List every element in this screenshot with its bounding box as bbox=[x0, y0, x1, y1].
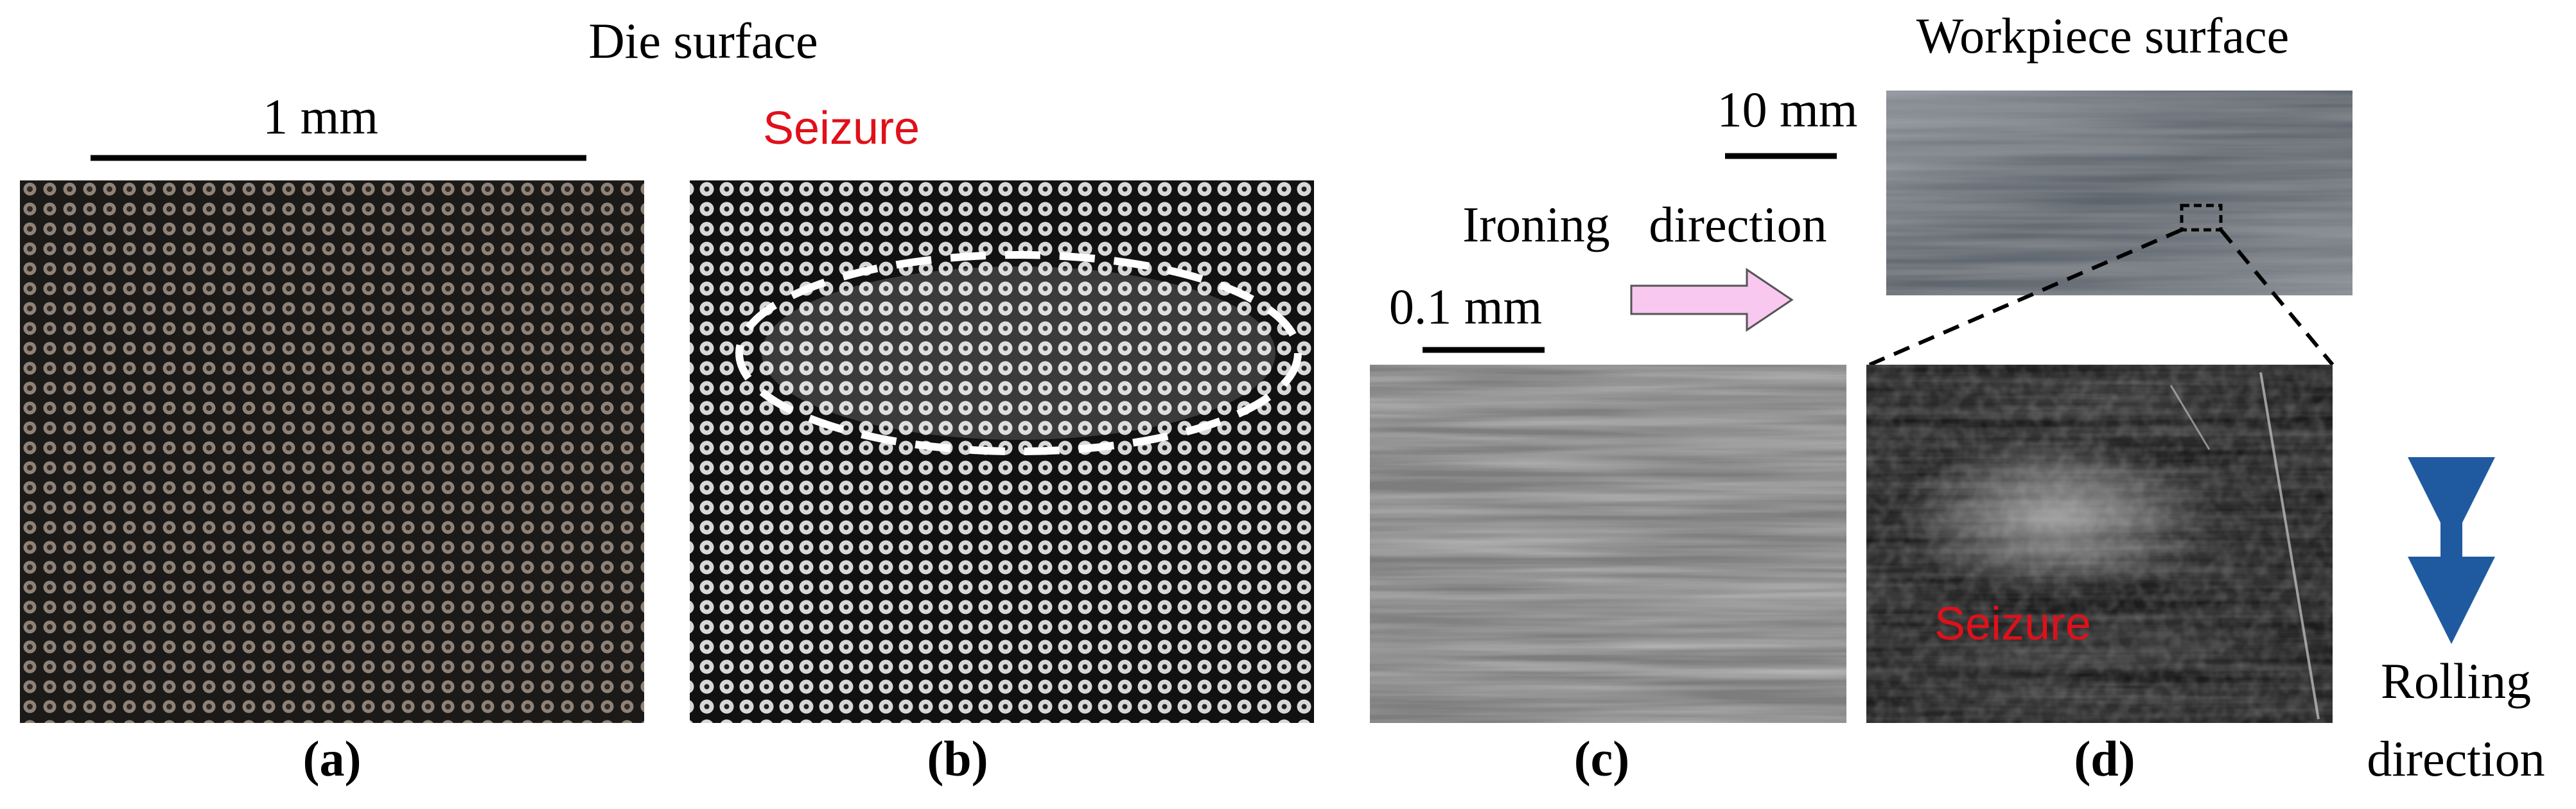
scale-label: 0.1 mm bbox=[1389, 279, 1542, 335]
ironing-arrow bbox=[1630, 268, 1794, 332]
ironing-label: Ironing bbox=[1462, 196, 1610, 252]
micrograph-c bbox=[1370, 365, 1846, 723]
workpiece-title: Workpiece surface bbox=[1916, 8, 2290, 64]
panel-label: (c) bbox=[1574, 731, 1630, 787]
seizure-label: Seizure bbox=[763, 103, 920, 154]
die-title: Die surface bbox=[588, 13, 818, 69]
scale-label: 1 mm bbox=[263, 89, 378, 144]
panel-label: (b) bbox=[927, 731, 988, 787]
panel-label: (d) bbox=[2074, 731, 2135, 787]
micrograph-d bbox=[1866, 365, 2333, 723]
micrograph-b bbox=[690, 180, 1314, 723]
panel-label: (a) bbox=[303, 731, 362, 787]
workpiece-photo bbox=[1886, 91, 2353, 295]
rolling-label: direction bbox=[2367, 731, 2545, 787]
micrograph-a bbox=[20, 180, 644, 723]
scale-label: 10 mm bbox=[1717, 82, 1858, 137]
zoom-line bbox=[2219, 229, 2335, 366]
seizure-label: Seizure bbox=[1934, 598, 2091, 650]
rolling-label: Rolling bbox=[2381, 653, 2531, 709]
zoom-line bbox=[1868, 228, 2183, 367]
ironing-label: direction bbox=[1649, 196, 1827, 252]
